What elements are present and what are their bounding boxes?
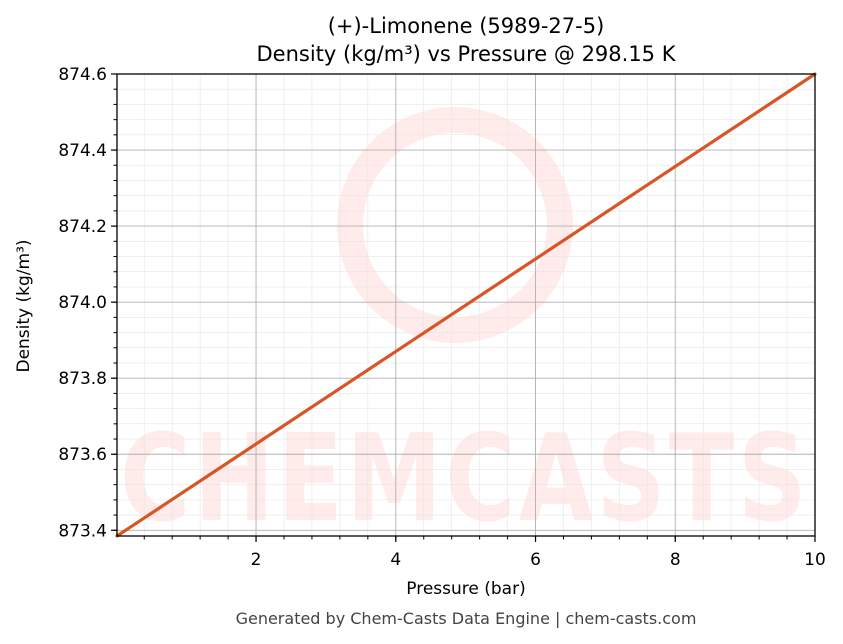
y-tick-label: 873.6 (58, 445, 107, 465)
x-tick-label: 8 (670, 550, 681, 570)
x-tick-label: 2 (251, 550, 262, 570)
chart-title-line2: Density (kg/m³) vs Pressure @ 298.15 K (256, 42, 676, 66)
footer-credit: Generated by Chem-Casts Data Engine | ch… (236, 609, 697, 628)
density-series-line (115, 72, 817, 538)
y-tick-label: 873.4 (58, 521, 107, 541)
x-tick-labels: 2 4 6 8 10 (251, 550, 826, 570)
chemcasts-watermark: CHEMCASTS (120, 107, 810, 549)
x-tick-label: 6 (530, 550, 541, 570)
axis-ticks (111, 73, 816, 542)
y-tick-labels: 873.4 873.6 873.8 874.0 874.2 874.4 874.6 (58, 65, 107, 541)
x-axis-label: Pressure (bar) (406, 579, 525, 599)
chart-title-line1: (+)-Limonene (5989-27-5) (328, 14, 605, 38)
plot-frame (116, 73, 816, 537)
y-tick-label: 874.6 (58, 65, 107, 85)
watermark-logo-ring (337, 107, 573, 343)
x-tick-label: 4 (390, 550, 401, 570)
y-tick-label: 874.2 (58, 217, 107, 237)
y-axis-label: Density (kg/m³) (14, 239, 34, 372)
y-tick-label: 874.0 (58, 293, 107, 313)
watermark-text: CHEMCASTS (120, 410, 810, 549)
x-tick-label: 10 (804, 550, 826, 570)
y-tick-label: 873.8 (58, 369, 107, 389)
y-tick-label: 874.4 (58, 141, 107, 161)
series-layer (115, 72, 817, 538)
